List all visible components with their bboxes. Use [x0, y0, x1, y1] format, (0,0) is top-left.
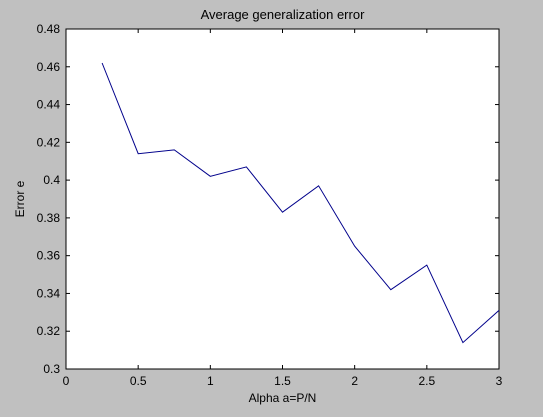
y-tick-label: 0.3 [43, 362, 60, 376]
x-tick-label: 0.5 [130, 374, 147, 388]
x-tick-label: 2 [351, 374, 358, 388]
x-axis: 0 0.5 1 1.5 2 2.5 3 [63, 29, 503, 388]
y-axis-label: Error e [13, 180, 27, 217]
plot-area [65, 28, 500, 370]
y-tick-label: 0.32 [37, 324, 61, 338]
y-tick-label: 0.34 [37, 286, 61, 300]
x-tick-label: 1.5 [274, 374, 291, 388]
y-tick-label: 0.48 [37, 22, 61, 36]
series-line [101, 62, 500, 344]
y-tick-label: 0.36 [37, 249, 61, 263]
x-axis-label: Alpha a=P/N [249, 391, 317, 405]
x-tick-label: 1 [207, 374, 214, 388]
y-tick-label: 0.44 [37, 98, 61, 112]
x-tick-label: 0 [63, 374, 70, 388]
x-tick-label: 2.5 [418, 374, 435, 388]
series-group [101, 62, 500, 344]
y-tick-label: 0.42 [37, 135, 61, 149]
y-axis: 0.3 0.32 0.34 0.36 0.38 0.4 0.42 0.44 0.46 0.48 [37, 22, 499, 376]
chart-title: Average generalization error [201, 7, 365, 22]
x-tick-label: 3 [496, 374, 503, 388]
y-tick-label: 0.4 [43, 173, 60, 187]
y-tick-label: 0.46 [37, 60, 61, 74]
y-tick-label: 0.38 [37, 211, 61, 225]
